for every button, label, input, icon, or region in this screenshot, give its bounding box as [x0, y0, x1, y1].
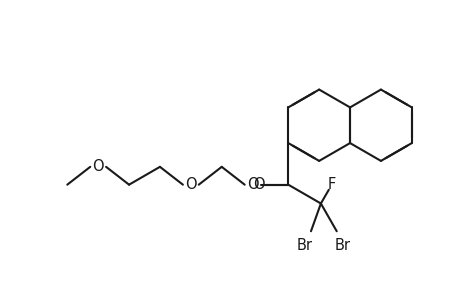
Text: O: O [185, 177, 196, 192]
Text: O: O [92, 159, 104, 174]
Text: Br: Br [297, 238, 313, 253]
Text: O: O [246, 177, 258, 192]
Text: Br: Br [334, 238, 350, 253]
Text: F: F [327, 177, 335, 192]
Text: O: O [252, 177, 264, 192]
